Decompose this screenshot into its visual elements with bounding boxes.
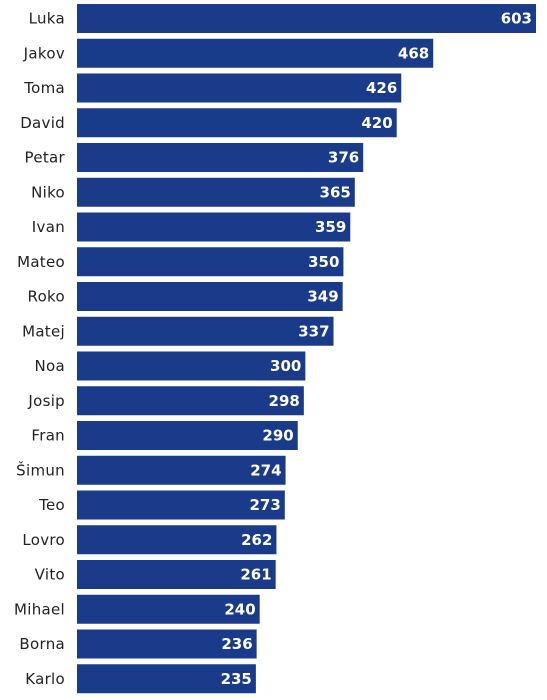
category-label-2: Toma bbox=[23, 79, 65, 97]
value-label-11: 298 bbox=[269, 392, 300, 410]
value-label-8: 349 bbox=[307, 288, 338, 306]
bar-19 bbox=[77, 664, 256, 694]
bar-15 bbox=[77, 525, 277, 555]
value-label-13: 274 bbox=[250, 461, 281, 479]
value-label-2: 426 bbox=[366, 79, 397, 97]
category-label-14: Teo bbox=[38, 496, 65, 514]
category-label-13: Šimun bbox=[16, 460, 65, 479]
value-label-9: 337 bbox=[298, 322, 329, 340]
category-label-19: Karlo bbox=[25, 670, 65, 688]
bar-1 bbox=[77, 38, 434, 68]
category-label-11: Josip bbox=[27, 392, 65, 410]
category-label-4: Petar bbox=[25, 149, 66, 167]
category-label-5: Niko bbox=[31, 183, 65, 201]
value-label-16: 261 bbox=[240, 566, 271, 584]
category-label-0: Luka bbox=[29, 10, 65, 28]
bar-16 bbox=[77, 560, 276, 589]
value-label-12: 290 bbox=[262, 427, 293, 445]
category-label-12: Fran bbox=[31, 427, 65, 445]
bar-8 bbox=[77, 282, 343, 311]
value-label-17: 240 bbox=[224, 600, 255, 618]
category-label-10: Noa bbox=[35, 357, 66, 375]
category-label-7: Mateo bbox=[17, 253, 65, 271]
value-label-10: 300 bbox=[270, 357, 301, 375]
bar-3 bbox=[77, 108, 397, 138]
bar-10 bbox=[77, 351, 306, 381]
category-label-3: David bbox=[20, 114, 65, 132]
value-label-15: 262 bbox=[241, 531, 272, 549]
value-label-4: 376 bbox=[328, 149, 359, 167]
bar-13 bbox=[77, 455, 286, 485]
bar-12 bbox=[77, 421, 298, 450]
category-label-1: Jakov bbox=[23, 44, 65, 62]
value-label-18: 236 bbox=[221, 635, 252, 653]
bar-6 bbox=[77, 212, 351, 242]
bar-14 bbox=[77, 490, 285, 520]
bar-18 bbox=[77, 629, 257, 659]
category-label-15: Lovro bbox=[22, 531, 65, 549]
category-label-8: Roko bbox=[28, 288, 65, 306]
bar-9 bbox=[77, 316, 334, 346]
bar-17 bbox=[77, 594, 260, 624]
value-label-6: 359 bbox=[315, 218, 346, 236]
value-label-7: 350 bbox=[308, 253, 339, 271]
value-label-14: 273 bbox=[249, 496, 280, 514]
category-label-6: Ivan bbox=[32, 218, 65, 236]
category-label-17: Mihael bbox=[14, 600, 65, 618]
bar-0 bbox=[77, 4, 536, 33]
value-label-19: 235 bbox=[221, 670, 252, 688]
value-label-0: 603 bbox=[501, 10, 532, 28]
bar-2 bbox=[77, 73, 402, 103]
bar-7 bbox=[77, 247, 344, 277]
bar-5 bbox=[77, 177, 355, 207]
bar-11 bbox=[77, 386, 304, 416]
bar-4 bbox=[77, 143, 364, 172]
category-label-9: Matej bbox=[22, 322, 65, 340]
value-label-1: 468 bbox=[398, 44, 429, 62]
value-label-5: 365 bbox=[320, 183, 351, 201]
category-label-18: Borna bbox=[19, 635, 65, 653]
value-label-3: 420 bbox=[361, 114, 392, 132]
category-label-16: Vito bbox=[35, 566, 65, 584]
